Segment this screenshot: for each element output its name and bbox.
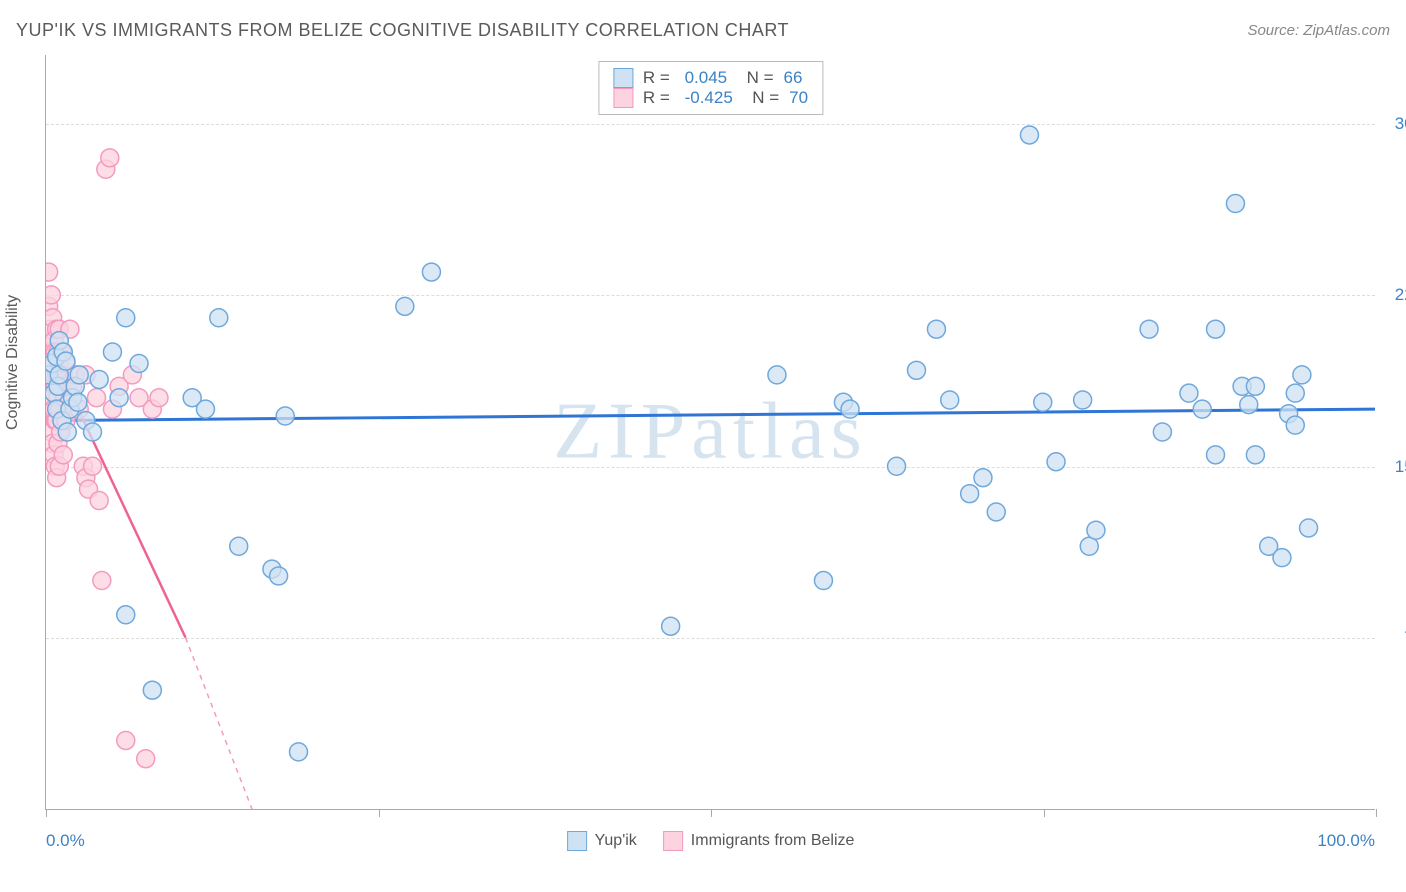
- data-point: [1286, 384, 1304, 402]
- data-point: [93, 572, 111, 590]
- n-value-2: 70: [789, 88, 808, 108]
- x-tick: [46, 809, 47, 817]
- chart-source: Source: ZipAtlas.com: [1247, 22, 1390, 39]
- data-point: [130, 354, 148, 372]
- r-value-1: 0.045: [685, 68, 728, 88]
- data-point: [941, 391, 959, 409]
- data-point: [69, 393, 87, 411]
- data-point: [1140, 320, 1158, 338]
- legend-bottom: Yup'ik Immigrants from Belize: [567, 831, 855, 851]
- legend-stats-row-1: R = 0.045 N = 66: [613, 68, 808, 88]
- r-value-2: -0.425: [685, 88, 733, 108]
- data-point: [1047, 453, 1065, 471]
- data-point: [117, 731, 135, 749]
- data-point: [1286, 416, 1304, 434]
- legend-swatch-blue: [567, 831, 587, 851]
- data-point: [1207, 320, 1225, 338]
- data-point: [814, 572, 832, 590]
- chart-plot-area: ZIPatlas 7.5%15.0%22.5%30.0% 0.0% 100.0%…: [45, 55, 1375, 810]
- data-point: [1020, 126, 1038, 144]
- data-point: [1193, 400, 1211, 418]
- y-tick-label: 30.0%: [1383, 114, 1406, 134]
- data-point: [1226, 195, 1244, 213]
- data-point: [987, 503, 1005, 521]
- data-point: [137, 750, 155, 768]
- data-point: [1153, 423, 1171, 441]
- y-axis-label: Cognitive Disability: [4, 295, 22, 430]
- data-point: [54, 446, 72, 464]
- data-point: [662, 617, 680, 635]
- data-point: [961, 485, 979, 503]
- data-point: [270, 567, 288, 585]
- data-point: [927, 320, 945, 338]
- legend-top-stats: R = 0.045 N = 66 R = -0.425 N = 70: [598, 61, 823, 115]
- regression-line-extrapolated: [186, 638, 252, 809]
- data-point: [1300, 519, 1318, 537]
- n-value-1: 66: [784, 68, 803, 88]
- data-point: [88, 389, 106, 407]
- data-point: [841, 400, 859, 418]
- data-point: [110, 389, 128, 407]
- data-point: [422, 263, 440, 281]
- data-point: [290, 743, 308, 761]
- data-point: [196, 400, 214, 418]
- legend-swatch-blue: [613, 68, 633, 88]
- data-point: [103, 343, 121, 361]
- x-axis-max-label: 100.0%: [1317, 831, 1375, 851]
- y-tick-label: 15.0%: [1383, 457, 1406, 477]
- chart-title: YUP'IK VS IMMIGRANTS FROM BELIZE COGNITI…: [16, 20, 789, 41]
- data-point: [70, 366, 88, 384]
- data-point: [210, 309, 228, 327]
- data-point: [1246, 446, 1264, 464]
- data-point: [768, 366, 786, 384]
- y-tick-label: 7.5%: [1383, 628, 1406, 648]
- legend-item-yupik: Yup'ik: [567, 831, 637, 851]
- data-point: [1273, 549, 1291, 567]
- data-point: [150, 389, 168, 407]
- data-point: [1074, 391, 1092, 409]
- data-point: [1087, 521, 1105, 539]
- legend-stats-row-2: R = -0.425 N = 70: [613, 88, 808, 108]
- data-point: [1293, 366, 1311, 384]
- legend-swatch-pink: [613, 88, 633, 108]
- data-point: [1180, 384, 1198, 402]
- data-point: [1246, 377, 1264, 395]
- data-point: [57, 352, 75, 370]
- data-point: [143, 681, 161, 699]
- chart-header: YUP'IK VS IMMIGRANTS FROM BELIZE COGNITI…: [16, 20, 1390, 41]
- data-point: [230, 537, 248, 555]
- data-point: [46, 263, 58, 281]
- data-point: [117, 309, 135, 327]
- data-point: [888, 457, 906, 475]
- legend-label: Immigrants from Belize: [691, 832, 855, 850]
- x-tick: [711, 809, 712, 817]
- data-point: [1240, 396, 1258, 414]
- data-point: [90, 492, 108, 510]
- legend-swatch-pink: [663, 831, 683, 851]
- data-point: [1207, 446, 1225, 464]
- data-point: [117, 606, 135, 624]
- x-axis-min-label: 0.0%: [46, 831, 85, 851]
- data-point: [396, 297, 414, 315]
- data-point: [46, 286, 60, 304]
- regression-line: [46, 409, 1375, 420]
- x-tick: [379, 809, 380, 817]
- x-tick: [1044, 809, 1045, 817]
- data-point: [101, 149, 119, 167]
- legend-item-belize: Immigrants from Belize: [663, 831, 855, 851]
- data-point: [84, 423, 102, 441]
- data-point: [908, 361, 926, 379]
- data-point: [276, 407, 294, 425]
- x-tick: [1376, 809, 1377, 817]
- y-tick-label: 22.5%: [1383, 285, 1406, 305]
- chart-svg: [46, 55, 1375, 809]
- data-point: [84, 457, 102, 475]
- data-point: [90, 370, 108, 388]
- legend-label: Yup'ik: [595, 832, 637, 850]
- data-point: [1034, 393, 1052, 411]
- data-point: [974, 469, 992, 487]
- data-point: [58, 423, 76, 441]
